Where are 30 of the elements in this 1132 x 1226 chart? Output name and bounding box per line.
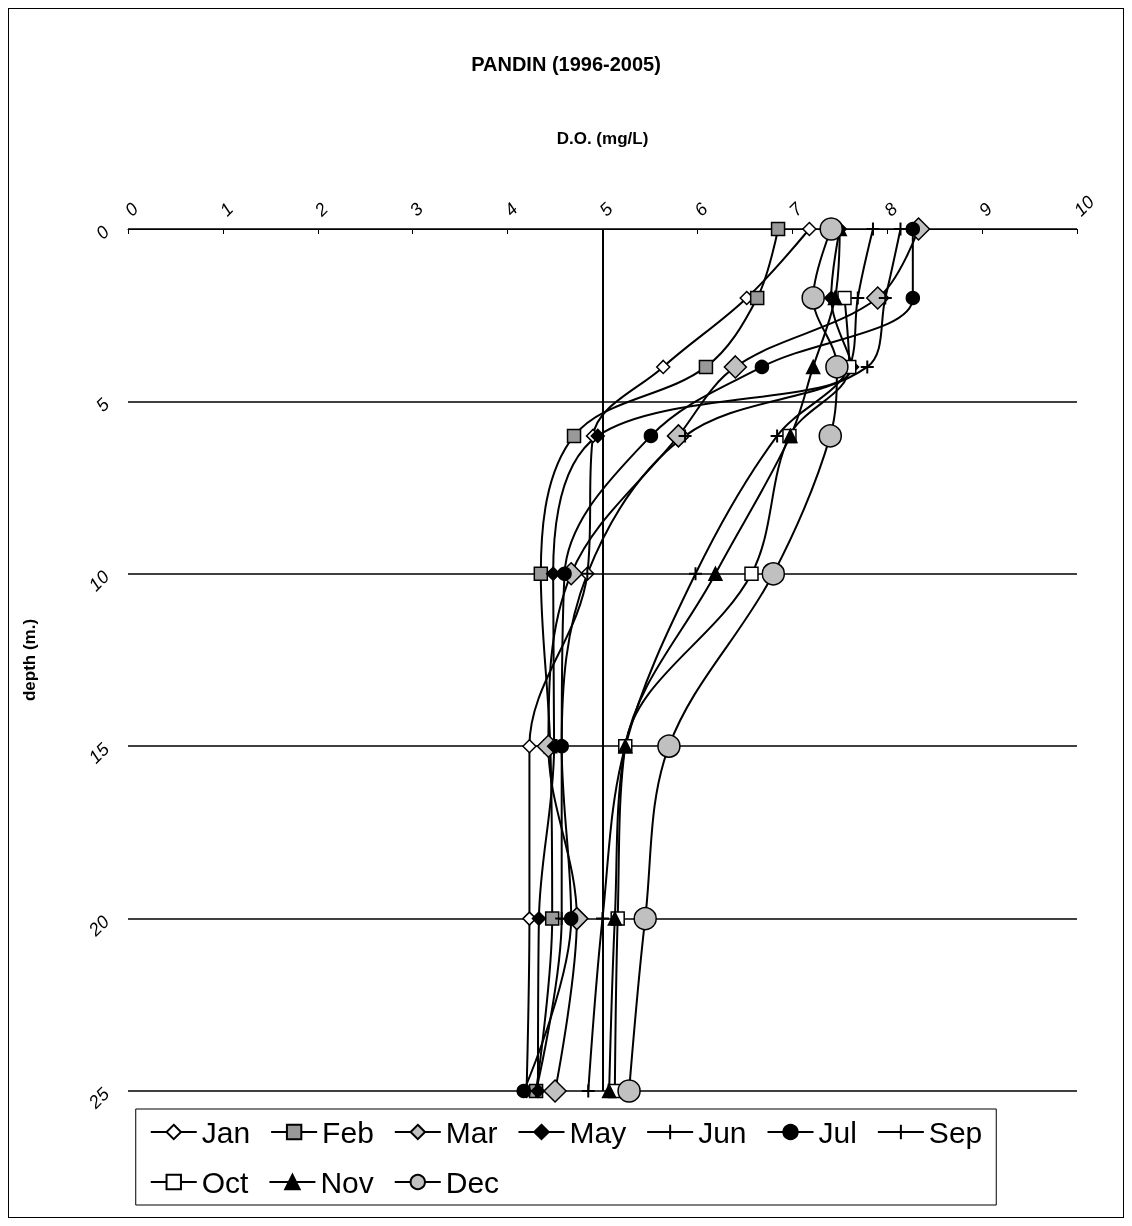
y-tick-label: 5 xyxy=(91,393,114,416)
legend-label: Sep xyxy=(928,1115,983,1149)
x-tick-label: 7 xyxy=(785,198,808,221)
y-tick-label: 20 xyxy=(84,911,114,941)
x-tick-label: 9 xyxy=(975,198,997,221)
x-tick-label: 2 xyxy=(310,198,332,221)
legend-label: Oct xyxy=(201,1165,250,1199)
legend-label: Jul xyxy=(818,1115,857,1149)
y-tick-label: 25 xyxy=(84,1083,114,1113)
legend-label: Jan xyxy=(201,1115,251,1149)
x-tick-label: 1 xyxy=(215,198,238,221)
y-axis-title: depth (m.) xyxy=(20,618,39,702)
legend-label: Dec xyxy=(445,1165,500,1199)
legend-label: Jun xyxy=(698,1115,747,1149)
legend-label: May xyxy=(569,1115,627,1149)
chart-title: PANDIN (1996-2005) xyxy=(471,53,661,75)
legend-label: Feb xyxy=(322,1115,374,1149)
x-tick-label: 4 xyxy=(500,198,522,221)
x-tick-label: 8 xyxy=(880,198,902,221)
legend-label: Mar xyxy=(445,1115,498,1149)
x-tick-label: 5 xyxy=(595,198,618,221)
y-tick-label: 0 xyxy=(91,221,114,244)
legend-label: Nov xyxy=(320,1165,374,1199)
x-tick-label: 10 xyxy=(1069,191,1099,221)
y-tick-label: 10 xyxy=(84,566,114,596)
x-tick-label: 6 xyxy=(690,198,712,221)
x-axis-title: D.O. (mg/L) xyxy=(556,129,649,148)
x-tick-label: 0 xyxy=(120,198,143,221)
y-tick-label: 15 xyxy=(84,738,114,768)
x-tick-label: 3 xyxy=(405,198,427,221)
